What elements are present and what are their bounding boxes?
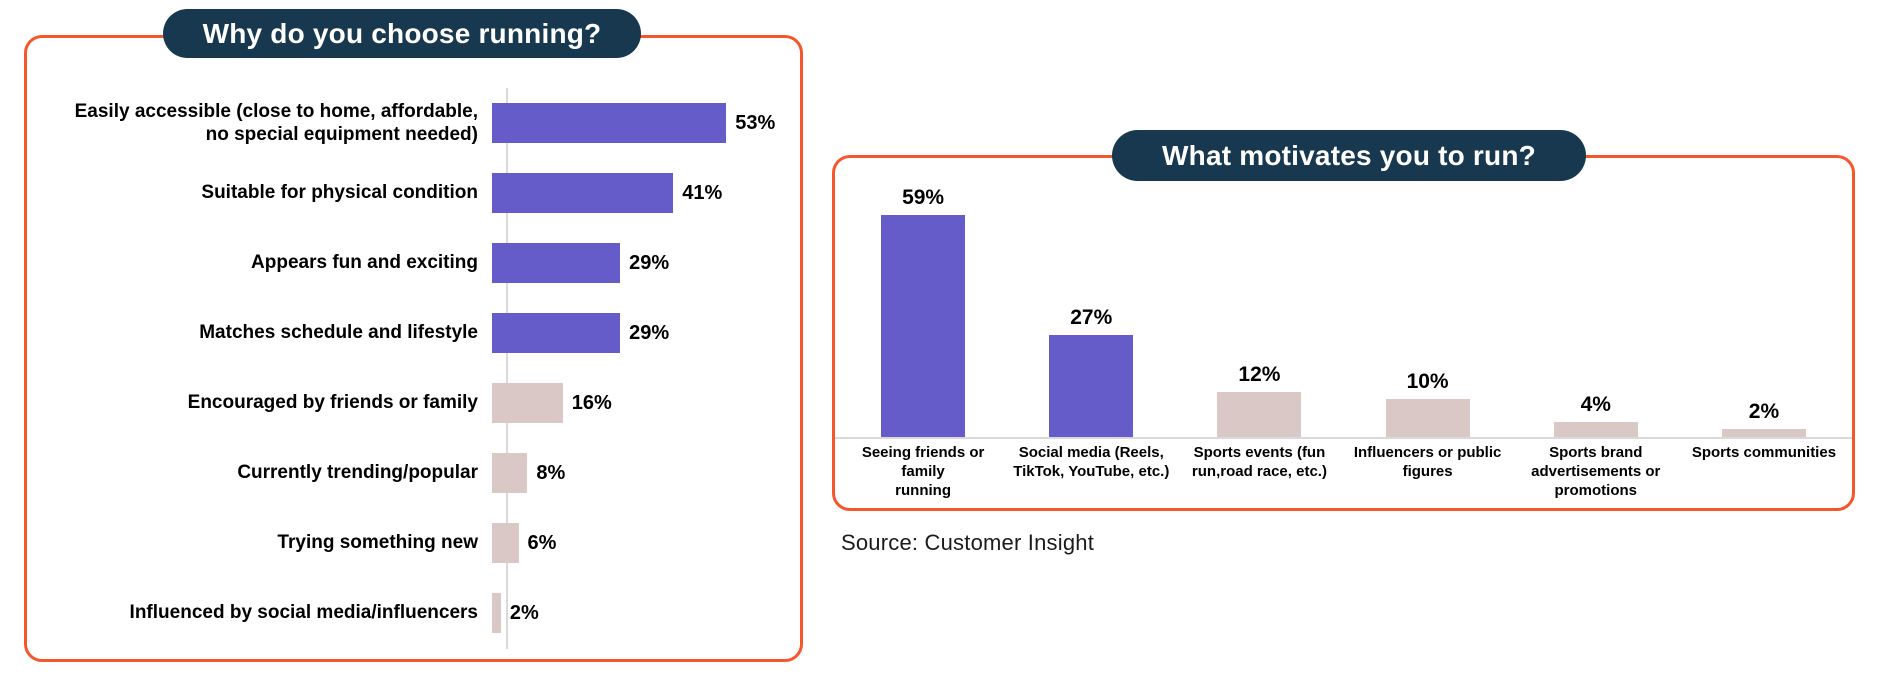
category-label: Matches schedule and lifestyle <box>199 322 478 344</box>
value-label: 59% <box>902 186 945 210</box>
source-note: Source: Customer Insight <box>841 530 1095 555</box>
motivation-bar-columns: 59% Seeing friends or family running 27% So… <box>839 158 1848 500</box>
bar <box>1721 429 1806 437</box>
why-running-bar-rows: Easily accessible (close to home, afford… <box>37 88 794 648</box>
category-label: Sports communities <box>1691 444 1837 461</box>
bar <box>492 313 621 353</box>
category-label: Encouraged by friends or family <box>187 392 478 414</box>
value-label: 4% <box>1580 392 1611 416</box>
category-label: Trying something new <box>277 532 478 554</box>
bar <box>492 243 621 283</box>
bar <box>1553 421 1638 437</box>
value-label: 12% <box>1238 362 1281 386</box>
category-label: Social media (Reels, TikTok, YouTube, et… <box>1013 444 1170 480</box>
value-label: 2% <box>509 601 539 624</box>
value-label: 27% <box>1070 306 1113 330</box>
category-label: Sports events (fun run,road race, etc.) <box>1191 444 1327 480</box>
vbar-plot-area: 59% <box>839 158 1007 437</box>
hbar-row: Easily accessible (close to home, afford… <box>37 88 794 158</box>
hbar-row: Appears fun and exciting 29% <box>37 228 794 298</box>
motivation-chart-title: What motivates you to run? <box>1112 130 1586 181</box>
vbar-plot-area: 10% <box>1344 158 1512 437</box>
bar <box>492 173 674 213</box>
category-label: Currently trending/popular <box>237 462 478 484</box>
value-label: 10% <box>1406 370 1449 394</box>
vbar-column: 27% Social media (Reels, TikTok, YouTube,… <box>1007 158 1175 500</box>
value-label: 16% <box>571 391 612 414</box>
hbar-row: Matches schedule and lifestyle 29% <box>37 298 794 368</box>
vbar-plot-area: 2% <box>1680 158 1848 437</box>
category-label: Easily accessible (close to home, afford… <box>74 100 478 145</box>
bar <box>1049 335 1134 437</box>
vbar-plot-area: 27% <box>1007 158 1175 437</box>
vbar-plot-area: 4% <box>1512 158 1680 437</box>
category-label: Suitable for physical condition <box>201 182 478 204</box>
vbar-column: 2% Sports communities <box>1680 158 1848 500</box>
bar <box>492 593 501 633</box>
value-label: 2% <box>1748 400 1780 424</box>
vbar-plot-area: 12% <box>1175 158 1343 437</box>
hbar-row: Influenced by social media/influencers 2% <box>37 578 794 648</box>
vbar-column: 59% Seeing friends or family running <box>839 158 1007 500</box>
hbar-row: Suitable for physical condition 41% <box>37 158 794 228</box>
vbar-column: 12% Sports events (fun run,road race, etc… <box>1175 158 1343 500</box>
vbar-column: 10% Influencers or public figures <box>1344 158 1512 500</box>
hbar-row: Trying something new 6% <box>37 508 794 578</box>
hbar-row: Currently trending/popular 8% <box>37 438 794 508</box>
value-label: 41% <box>682 181 723 204</box>
bar <box>492 103 727 143</box>
value-label: 29% <box>629 251 670 274</box>
bar <box>881 215 966 437</box>
category-label: Influencers or public figures <box>1353 444 1502 480</box>
category-label: Influenced by social media/influencers <box>129 602 478 624</box>
value-label: 53% <box>735 111 776 134</box>
why-running-chart-panel: Easily accessible (close to home, afford… <box>24 35 803 662</box>
motivation-chart-panel: 59% Seeing friends or family running 27% So… <box>832 155 1855 511</box>
value-label: 8% <box>536 461 566 484</box>
category-label: Appears fun and exciting <box>251 252 478 274</box>
bar <box>492 523 519 563</box>
value-label: 29% <box>629 321 670 344</box>
bar <box>1385 399 1470 437</box>
x-axis-line <box>835 437 1852 439</box>
vbar-column: 4% Sports brand advertisements or promoti… <box>1512 158 1680 500</box>
category-label: Seeing friends or family running <box>861 444 985 499</box>
why-running-chart-title: Why do you choose running? <box>163 9 641 58</box>
y-axis-line <box>506 88 508 649</box>
category-label: Sports brand advertisements or promotion… <box>1531 444 1661 499</box>
bar <box>1217 391 1302 437</box>
hbar-row: Encouraged by friends or family 16% <box>37 368 794 438</box>
bar <box>492 383 563 423</box>
value-label: 6% <box>527 531 557 554</box>
bar <box>492 453 528 493</box>
